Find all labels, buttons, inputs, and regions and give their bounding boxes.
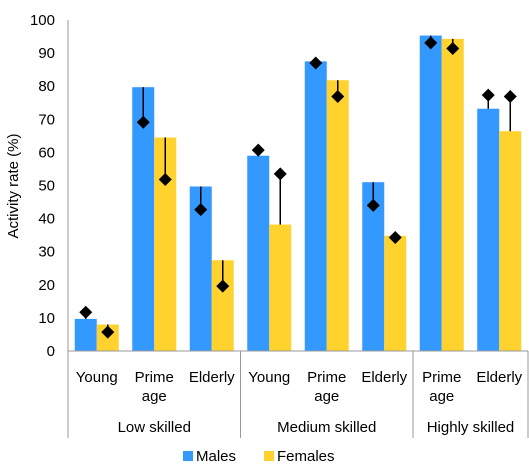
y-tick-label: 60: [38, 144, 55, 161]
bar-males: [477, 108, 500, 351]
y-tick-label: 70: [38, 111, 55, 128]
y-tick-label: 0: [47, 343, 55, 360]
y-tick-label: 90: [38, 45, 55, 62]
marker-diamond: [446, 41, 460, 55]
bar-females: [499, 131, 522, 351]
bar-males: [189, 186, 212, 351]
axes: [67, 20, 529, 438]
legend: Males Females: [183, 448, 335, 465]
marker-diamond: [79, 305, 93, 319]
marker-diamond: [273, 167, 287, 181]
category-label: Elderly: [476, 369, 522, 386]
marker-diamond: [136, 115, 150, 129]
bar-males: [247, 155, 270, 351]
category-label: Prime age: [135, 369, 174, 405]
group-label: Highly skilled: [427, 419, 515, 436]
y-tick-label: 10: [38, 310, 55, 327]
bar-males: [132, 87, 155, 352]
category-label: Prime age: [422, 369, 461, 405]
bar-females: [384, 235, 407, 351]
bar-males: [419, 35, 442, 351]
marker-diamond: [194, 203, 208, 217]
y-tick-label: 100: [30, 12, 55, 29]
y-tick-label: 50: [38, 178, 55, 195]
bars: [74, 35, 522, 352]
bar-females: [269, 224, 292, 351]
marker-diamond: [251, 143, 265, 157]
bar-females: [326, 80, 349, 351]
category-label: Young: [76, 369, 118, 386]
y-axis-ticks: 0 10 20 30 40 50 60 70 80 90 100: [30, 12, 55, 360]
marker-diamond: [216, 279, 230, 293]
y-tick-label: 80: [38, 78, 55, 95]
group-label: Low skilled: [118, 419, 191, 436]
legend-label: Females: [277, 448, 335, 465]
y-tick-label: 30: [38, 244, 55, 261]
y-tick-label: 40: [38, 211, 55, 228]
category-label: Young: [248, 369, 290, 386]
marker-diamond: [424, 36, 438, 50]
marker-diamond: [158, 173, 172, 187]
marker-diamond: [309, 56, 323, 70]
markers: [79, 35, 517, 339]
legend-swatch: [183, 451, 193, 461]
y-tick-label: 20: [38, 277, 55, 294]
marker-diamond: [331, 89, 345, 103]
marker-diamond: [366, 198, 380, 212]
bar-females: [441, 38, 464, 351]
bar-females: [211, 260, 234, 351]
legend-label: Males: [196, 448, 236, 465]
bar-males: [362, 182, 385, 351]
bar-females: [154, 137, 177, 351]
marker-diamond: [503, 89, 517, 103]
bar-males: [74, 318, 97, 351]
category-label: Elderly: [361, 369, 407, 386]
category-labels: Young Prime age Elderly Young Prime age Elderly…: [76, 369, 523, 436]
category-label: Prime age: [307, 369, 346, 405]
y-axis-title: Activity rate (%): [5, 133, 22, 238]
marker-diamond: [481, 88, 495, 102]
marker-diamond: [388, 230, 402, 244]
category-label: Elderly: [189, 369, 235, 386]
bar-males: [304, 61, 327, 351]
legend-swatch: [264, 451, 274, 461]
group-label: Medium skilled: [277, 419, 376, 436]
marker-diamond: [101, 325, 115, 339]
